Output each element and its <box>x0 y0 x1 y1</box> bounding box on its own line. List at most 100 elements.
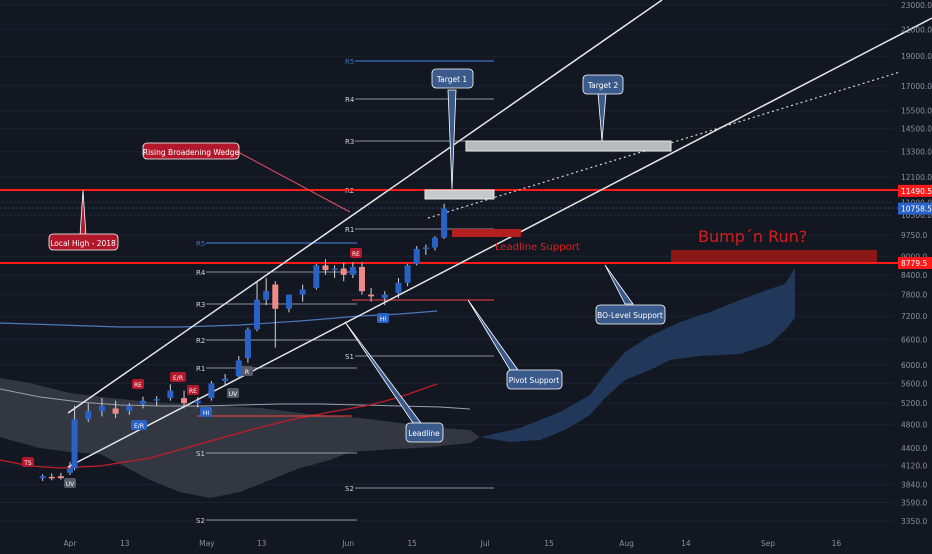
candle <box>349 262 356 278</box>
callout-target-1-text: Target 1 <box>436 75 468 84</box>
local-high-price-label: 11490.5 <box>898 184 932 197</box>
current-price-label: 10758.5 <box>898 202 932 215</box>
bump-n-run-box <box>671 250 877 262</box>
price-tick-label: 7800.0 <box>901 291 927 300</box>
signal-badge: RE <box>132 379 144 389</box>
pivot-label: S2 <box>345 485 354 493</box>
callout-wedge-text: Rising Broadening Wedge <box>143 148 240 157</box>
bo-level-price-label: 8779.5 <box>898 256 932 269</box>
callout-local-high-text: Local High - 2018 <box>50 239 116 248</box>
candle <box>222 373 229 386</box>
candle <box>244 327 251 363</box>
price-tick-label: 5200.0 <box>901 399 927 408</box>
pivot-label: R4 <box>196 269 206 277</box>
price-labels: 11490.5 10758.5 8779.5 <box>898 184 932 269</box>
connector-wedge <box>237 151 351 213</box>
candle <box>167 384 174 401</box>
svg-text:E/R: E/R <box>134 423 144 430</box>
time-tick-label: Jun <box>341 539 354 548</box>
svg-text:HI: HI <box>203 410 210 417</box>
time-tick-label: Sep <box>761 539 775 548</box>
signal-badge: R <box>241 366 253 376</box>
pivot-label: R2 <box>196 337 205 345</box>
time-tick-label: 15 <box>407 539 417 548</box>
candle <box>48 473 55 481</box>
price-tick-label: 3840.0 <box>901 480 927 489</box>
candle <box>331 265 338 278</box>
pivot-label: S1 <box>345 353 354 361</box>
candle <box>313 263 320 290</box>
bump-n-run-label: Bump´n Run? <box>698 227 807 246</box>
pivot-label: R5 <box>345 58 354 66</box>
svg-text:TS: TS <box>23 460 32 467</box>
signal-badge: UV <box>227 388 239 398</box>
signal-badge: E/R <box>131 420 147 430</box>
price-tick-label: 14500.0 <box>901 125 932 134</box>
time-tick-label: Jul <box>480 539 490 548</box>
candle <box>340 262 347 282</box>
candle <box>431 236 438 251</box>
svg-text:RE: RE <box>134 382 142 389</box>
time-tick-label: 14 <box>681 539 691 548</box>
price-tick-label: 8400.0 <box>901 271 927 280</box>
candle <box>381 291 388 306</box>
pivot-label: R1 <box>196 365 205 373</box>
time-tick-label: 13 <box>120 539 130 548</box>
svg-text:10758.5: 10758.5 <box>901 205 932 214</box>
pivot-label: R5 <box>196 240 205 248</box>
time-tick-label: 16 <box>832 539 842 548</box>
svg-text:UV: UV <box>66 481 75 488</box>
price-tick-label: 3590.0 <box>901 498 927 507</box>
target-2-box <box>465 140 672 152</box>
callout-rising-broadening-wedge: Rising Broadening Wedge <box>142 142 240 160</box>
price-tick-label: 4400.0 <box>901 444 927 453</box>
wedge-upper-line <box>67 0 663 414</box>
callout-target-1: Target 1 <box>431 68 474 89</box>
signal-badge: E/R <box>170 372 186 382</box>
signal-badges: TS UV RE E/R E/R RE HI UV RE HI R <box>22 248 389 488</box>
cloud-edge-line <box>0 388 471 410</box>
callout-target-2: Target 2 <box>582 74 624 95</box>
signal-badge: UV <box>64 478 76 488</box>
candle <box>181 390 188 409</box>
candle <box>57 472 64 480</box>
price-tick-label: 9750.0 <box>901 231 927 240</box>
candle <box>299 284 306 302</box>
svg-text:E/R: E/R <box>173 375 183 382</box>
candle <box>39 474 46 481</box>
callout-leadline: Leadline <box>405 422 444 443</box>
time-tick-label: Apr <box>64 539 78 548</box>
candle <box>126 403 133 415</box>
callout-pivot-text: Pivot Support <box>509 376 560 385</box>
price-tick-label: 15500.0 <box>901 107 932 116</box>
time-tick-label: 15 <box>544 539 554 548</box>
price-tick-label: 23000.0 <box>901 1 932 10</box>
time-tick-label: May <box>199 539 215 548</box>
svg-text:8779.5: 8779.5 <box>901 259 927 268</box>
candle <box>153 396 160 406</box>
candles <box>39 203 448 481</box>
price-tick-label: 6600.0 <box>901 335 927 344</box>
candle <box>85 403 92 422</box>
callout-pivot-support: Pivot Support <box>506 369 563 390</box>
leadline-support-box <box>452 229 521 237</box>
ichimoku-cloud-future <box>480 268 795 442</box>
candle <box>139 396 146 409</box>
pivot-label: S2 <box>196 517 205 525</box>
callout-leadline-text: Leadline <box>408 429 440 438</box>
signal-badge: HI <box>200 407 212 417</box>
svg-text:RE: RE <box>352 251 360 258</box>
candle <box>208 381 215 401</box>
candle <box>285 294 292 313</box>
candle <box>441 203 448 240</box>
price-tick-label: 4800.0 <box>901 421 927 430</box>
time-tick-label: 13 <box>257 539 267 548</box>
candle <box>112 400 119 419</box>
pivot-label: R4 <box>345 96 355 104</box>
price-tick-label: 7200.0 <box>901 312 927 321</box>
price-tick-label: 13300.0 <box>901 148 932 157</box>
svg-text:UV: UV <box>229 391 238 398</box>
price-axis: 23000.0 21000.0 19000.0 17000.0 15500.0 14500… <box>901 1 932 526</box>
